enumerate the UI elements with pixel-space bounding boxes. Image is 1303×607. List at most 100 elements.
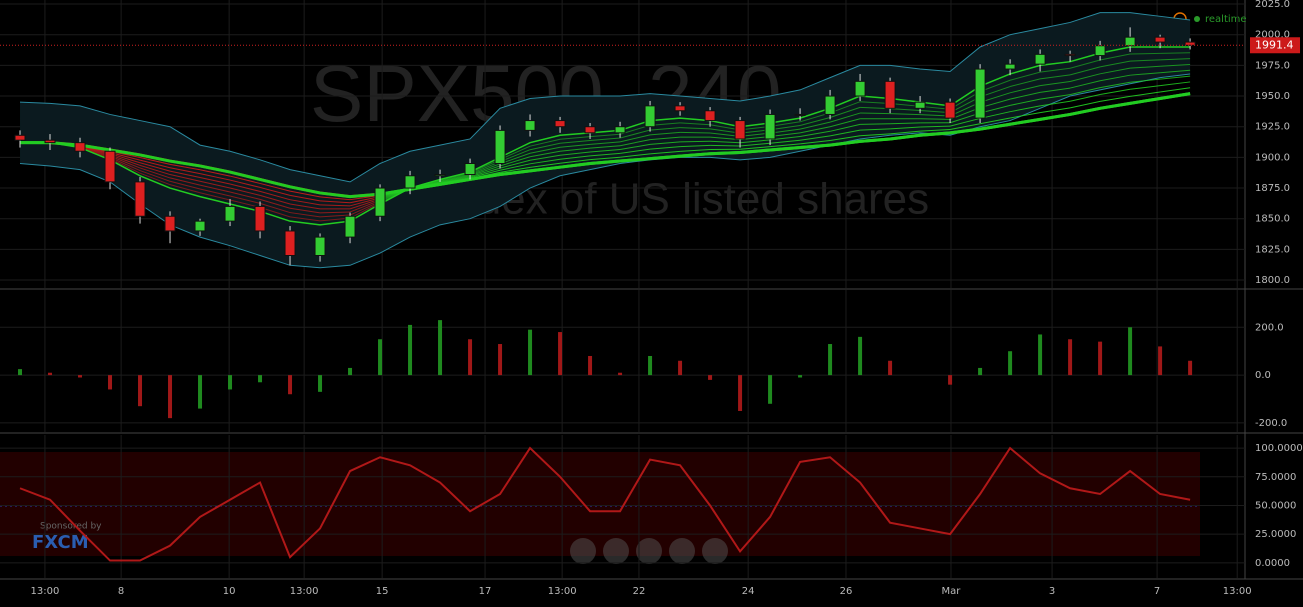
histogram-bar: [498, 344, 502, 375]
ma-ribbon: [920, 119, 950, 120]
histogram-bar: [708, 375, 712, 380]
ma-ribbon: [860, 113, 890, 114]
ma-ribbon: [860, 124, 890, 125]
histogram-bar: [348, 368, 352, 375]
y-tick-label: 1850.0: [1255, 214, 1290, 225]
candle-body: [315, 237, 325, 255]
candle-body: [885, 81, 895, 108]
histogram-bar: [108, 375, 112, 389]
x-tick-label: 24: [742, 586, 755, 597]
histogram-bar: [768, 375, 772, 404]
candle-body: [1185, 42, 1195, 45]
histogram-bar: [198, 375, 202, 408]
histogram-bar: [138, 375, 142, 406]
candle-body: [195, 221, 205, 231]
candle-body: [525, 121, 535, 131]
y-tick-label: 2025.0: [1255, 0, 1290, 10]
reset[interactable]: [636, 538, 662, 564]
candle-body: [825, 96, 835, 114]
histogram-bar: [948, 375, 952, 385]
histogram-bar: [228, 375, 232, 389]
x-tick-label: 13:00: [30, 586, 59, 597]
x-tick-label: 22: [633, 586, 646, 597]
y-tick-label: 0.0: [1255, 370, 1271, 381]
y-tick-label: 1950.0: [1255, 91, 1290, 102]
sponsor-name: FXCM: [32, 532, 89, 553]
x-tick-label: 7: [1154, 586, 1160, 597]
y-tick-label: 1975.0: [1255, 60, 1290, 71]
candle-body: [105, 151, 115, 182]
histogram-bar: [618, 373, 622, 375]
candle-body: [645, 106, 655, 127]
ma-ribbon: [710, 145, 740, 146]
histogram-bar: [318, 375, 322, 392]
candle-body: [585, 127, 595, 133]
histogram-bar: [378, 339, 382, 375]
overbought-zone: [0, 452, 1200, 556]
x-tick-label: 26: [840, 586, 853, 597]
candle-body: [615, 127, 625, 133]
status-label: realtime: [1205, 14, 1247, 25]
histogram-bar: [258, 375, 262, 382]
histogram-bar: [18, 369, 22, 375]
candle-body: [765, 114, 775, 139]
histogram-bar: [1188, 361, 1192, 375]
histogram-bar: [648, 356, 652, 375]
histogram-bar: [678, 361, 682, 375]
candle-body: [735, 121, 745, 139]
histogram-bar: [168, 375, 172, 418]
candle-body: [705, 111, 715, 121]
candle-body: [135, 182, 145, 216]
histogram-bar: [798, 375, 802, 377]
y-tick-label: 1825.0: [1255, 244, 1290, 255]
histogram-bar: [78, 375, 82, 377]
histogram-bar: [438, 320, 442, 375]
y-tick-label: 1875.0: [1255, 183, 1290, 194]
histogram-bar: [468, 339, 472, 375]
y-tick-label: 200.0: [1255, 322, 1284, 333]
candle-body: [405, 176, 415, 188]
nav-left[interactable]: [570, 538, 596, 564]
candle-body: [1065, 54, 1075, 55]
y-tick-label: 1925.0: [1255, 122, 1290, 133]
candle-body: [75, 143, 85, 152]
candle-body: [495, 130, 505, 163]
candle-body: [435, 175, 445, 176]
histogram-bar: [588, 356, 592, 375]
candle-body: [915, 102, 925, 108]
y-tick-label: 50.0000: [1255, 500, 1296, 511]
y-tick-label: 75.0000: [1255, 472, 1296, 483]
zoom-out[interactable]: [603, 538, 629, 564]
histogram-bar: [408, 325, 412, 375]
x-tick-label: 3: [1049, 586, 1055, 597]
x-tick-label: 13:00: [548, 586, 577, 597]
sponsor-text: Sponsored by: [40, 522, 102, 532]
y-tick-label: 25.0000: [1255, 529, 1296, 540]
ma-ribbon: [680, 141, 710, 142]
candle-body: [855, 81, 865, 96]
histogram-bar: [528, 330, 532, 375]
y-tick-label: 1800.0: [1255, 275, 1290, 286]
x-tick-label: 13:00: [1223, 586, 1252, 597]
x-tick-label: 15: [376, 586, 389, 597]
zoom-in[interactable]: [669, 538, 695, 564]
x-tick-label: Mar: [942, 586, 962, 597]
x-tick-label: 10: [223, 586, 236, 597]
nav-right[interactable]: [702, 538, 728, 564]
status-dot: [1194, 16, 1200, 22]
histogram-bar: [1038, 334, 1042, 375]
candle-body: [1155, 37, 1165, 42]
candle-body: [675, 106, 685, 111]
histogram-bar: [978, 368, 982, 375]
candle-body: [375, 188, 385, 216]
x-tick-label: 17: [479, 586, 492, 597]
histogram-bar: [1098, 342, 1102, 375]
histogram-bar: [858, 337, 862, 375]
histogram-bar: [1068, 339, 1072, 375]
candle-body: [225, 206, 235, 221]
histogram-bar: [828, 344, 832, 375]
candle-body: [285, 231, 295, 256]
candle-body: [1035, 54, 1045, 64]
candle-body: [945, 102, 955, 118]
